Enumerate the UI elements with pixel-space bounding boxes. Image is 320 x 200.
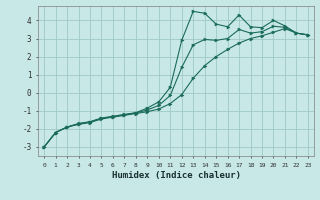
X-axis label: Humidex (Indice chaleur): Humidex (Indice chaleur) bbox=[111, 171, 241, 180]
